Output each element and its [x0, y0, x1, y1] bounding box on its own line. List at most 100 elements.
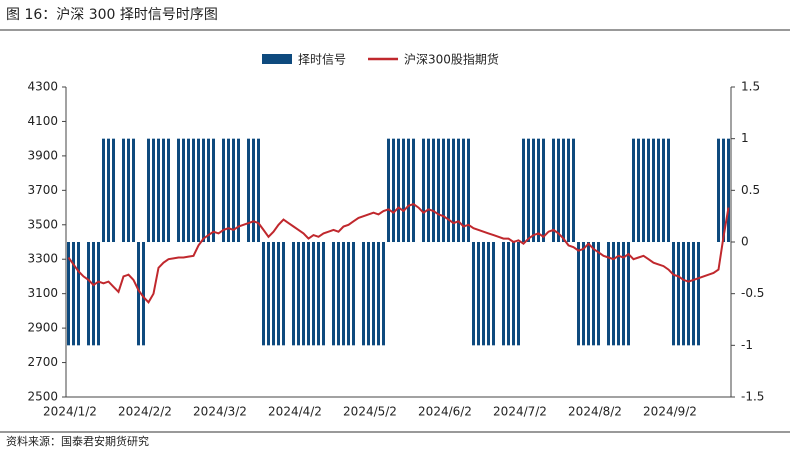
signal-bar [187, 138, 190, 242]
signal-bar [372, 242, 375, 346]
y2-tick-label: 0.5 [741, 183, 760, 197]
signal-bar [387, 138, 390, 242]
signal-bar [402, 138, 405, 242]
signal-bar [352, 242, 355, 346]
signal-bar [212, 138, 215, 242]
signal-bar [522, 138, 525, 242]
signal-bar [532, 138, 535, 242]
signal-bar [642, 138, 645, 242]
signal-bar [507, 242, 510, 346]
signal-bar [682, 242, 685, 346]
signal-bar [587, 242, 590, 346]
signal-bar [637, 138, 640, 242]
x-tick-label: 2024/5/2 [343, 405, 397, 419]
signal-bar [177, 138, 180, 242]
signal-bar [227, 138, 230, 242]
signal-bar [322, 242, 325, 346]
signal-bar [722, 138, 725, 242]
signal-bar [612, 242, 615, 346]
signal-bar [442, 138, 445, 242]
signal-bar [102, 138, 105, 242]
signal-bar [107, 138, 110, 242]
price-line [67, 202, 730, 304]
y2-tick-label: 1.5 [741, 80, 760, 94]
signal-bar [422, 138, 425, 242]
signal-bar [457, 138, 460, 242]
signal-bar [487, 242, 490, 346]
legend-swatch [262, 54, 292, 64]
chart-title: 图 16：沪深 300 择时信号时序图 [6, 7, 218, 23]
signal-bar [197, 138, 200, 242]
signal-bar [362, 242, 365, 346]
signal-bar [317, 242, 320, 346]
x-tick-label: 2024/3/2 [193, 405, 247, 419]
signal-bar [677, 242, 680, 346]
signal-bar [367, 242, 370, 346]
signal-bar [397, 138, 400, 242]
signal-bar [132, 138, 135, 242]
signal-bar [127, 138, 130, 242]
signal-bar [627, 242, 630, 346]
signal-bar [232, 138, 235, 242]
signal-bar [152, 138, 155, 242]
signal-bar [512, 242, 515, 346]
signal-bar [662, 138, 665, 242]
signal-bar [632, 138, 635, 242]
signal-bar [97, 242, 100, 346]
signal-bar [92, 242, 95, 346]
signal-bar [162, 138, 165, 242]
y-tick-label: 3300 [27, 252, 58, 266]
signal-bar [312, 242, 315, 346]
y2-tick-label: -1.5 [741, 390, 764, 404]
signal-bar [462, 138, 465, 242]
signal-bar [692, 242, 695, 346]
signal-bar [557, 138, 560, 242]
signal-bar [122, 138, 125, 242]
signal-bar [527, 138, 530, 242]
signal-bar [672, 242, 675, 346]
legend-label: 择时信号 [298, 53, 346, 67]
signal-bar [567, 138, 570, 242]
signal-bar [142, 242, 145, 346]
signal-bar [577, 242, 580, 346]
x-tick-label: 2024/2/2 [118, 405, 172, 419]
signal-bar [542, 138, 545, 242]
signal-bar [237, 138, 240, 242]
signal-bar [72, 242, 75, 346]
signal-bar [87, 242, 90, 346]
signal-bar [112, 138, 115, 242]
y-tick-label: 2900 [27, 321, 58, 335]
signal-bar [272, 242, 275, 346]
signal-bar [67, 242, 70, 346]
legend-label: 沪深300股指期货 [404, 52, 499, 67]
signal-bar [452, 138, 455, 242]
signal-bar [502, 242, 505, 346]
y-tick-label: 3500 [27, 217, 58, 231]
signal-bar [697, 242, 700, 346]
signal-bar [392, 138, 395, 242]
signal-bar [667, 138, 670, 242]
signal-bar [617, 242, 620, 346]
signal-bar [332, 242, 335, 346]
y2-tick-label: -1 [741, 338, 753, 352]
x-tick-label: 2024/6/2 [418, 405, 472, 419]
signal-bar [307, 242, 310, 346]
signal-bar [432, 138, 435, 242]
signal-bar [247, 138, 250, 242]
signal-bar [407, 138, 410, 242]
x-tick-label: 2024/7/2 [493, 405, 547, 419]
y-tick-label: 2700 [27, 355, 58, 369]
signal-bar [687, 242, 690, 346]
signal-bar [492, 242, 495, 346]
signal-bar [572, 138, 575, 242]
signal-bar [292, 242, 295, 346]
signal-bar [447, 138, 450, 242]
signal-bar [582, 242, 585, 346]
signal-bar [267, 242, 270, 346]
y2-tick-label: 0 [741, 235, 749, 249]
signal-bar [222, 138, 225, 242]
signal-bar [467, 138, 470, 242]
signal-bar [517, 242, 520, 346]
